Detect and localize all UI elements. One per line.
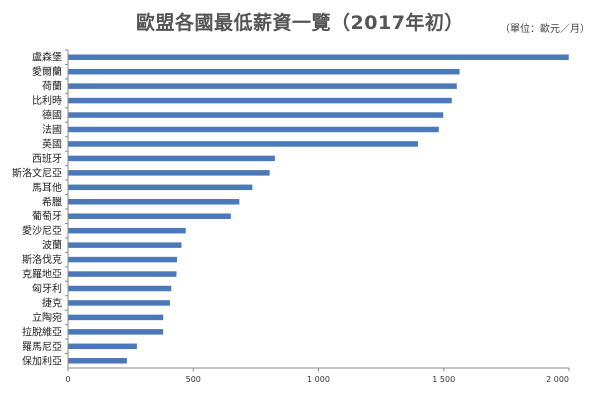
- bar-0: [68, 54, 569, 60]
- bar-17: [68, 300, 170, 306]
- bar-18: [68, 314, 164, 321]
- category-label: 立陶宛: [32, 311, 62, 324]
- category-label: 波蘭: [42, 239, 62, 252]
- category-label: 拉脫維亞: [22, 325, 62, 338]
- category-label: 荷蘭: [42, 80, 62, 93]
- category-label: 捷克: [42, 296, 62, 309]
- category-label: 比利時: [32, 95, 62, 107]
- x-tick-label: 1 000: [307, 375, 330, 384]
- category-label: 斯洛伐克: [22, 253, 62, 266]
- bar-4: [68, 112, 444, 118]
- x-tick-label: 0: [65, 375, 70, 384]
- bar-8: [68, 170, 270, 176]
- category-label: 西班牙: [32, 153, 62, 165]
- x-axis-ticks: 0 500 1 000 1 500 2 000: [65, 368, 570, 384]
- bar-7: [68, 155, 275, 162]
- category-label: 法國: [42, 123, 62, 136]
- category-label: 克羅地亞: [22, 268, 62, 281]
- bars-layer: [68, 54, 569, 364]
- category-label: 匈牙利: [32, 282, 62, 295]
- category-label: 馬耳他: [32, 181, 62, 194]
- category-label: 盧森堡: [32, 51, 62, 64]
- category-label: 斯洛文尼亞: [12, 166, 62, 179]
- bar-1: [68, 68, 460, 75]
- chart-title: 歐盟各國最低薪資一覽（2017年初）: [136, 12, 464, 34]
- bar-10: [68, 199, 240, 205]
- category-label: 愛爾蘭: [32, 65, 62, 78]
- bar-5: [68, 126, 439, 133]
- bar-15: [68, 271, 177, 277]
- category-labels: 盧森堡愛爾蘭荷蘭比利時德國法國英國西班牙斯洛文尼亞馬耳他希臘葡萄牙愛沙尼亞波蘭斯…: [12, 49, 68, 367]
- bar-3: [68, 97, 452, 104]
- bar-6: [68, 141, 418, 147]
- bar-16: [68, 285, 172, 292]
- x-tick-label: 1 500: [432, 375, 455, 384]
- bar-11: [68, 213, 231, 219]
- category-label: 葡萄牙: [32, 210, 62, 223]
- bar-21: [68, 358, 127, 364]
- category-label: 希臘: [42, 195, 62, 208]
- category-label: 羅馬尼亞: [22, 341, 62, 353]
- bar-13: [68, 242, 182, 248]
- category-label: 英國: [42, 137, 62, 150]
- bar-14: [68, 256, 177, 263]
- bar-19: [68, 329, 164, 335]
- bar-20: [68, 343, 137, 350]
- category-label: 德國: [42, 109, 62, 122]
- bar-9: [68, 184, 253, 191]
- x-tick-label: 2 000: [546, 375, 569, 384]
- bar-2: [68, 83, 457, 89]
- bar-12: [68, 227, 186, 234]
- x-tick-label: 500: [186, 375, 201, 384]
- category-label: 愛沙尼亞: [22, 224, 62, 237]
- category-label: 保加利亞: [22, 354, 62, 367]
- unit-note: （單位：歐元／月）: [500, 24, 590, 35]
